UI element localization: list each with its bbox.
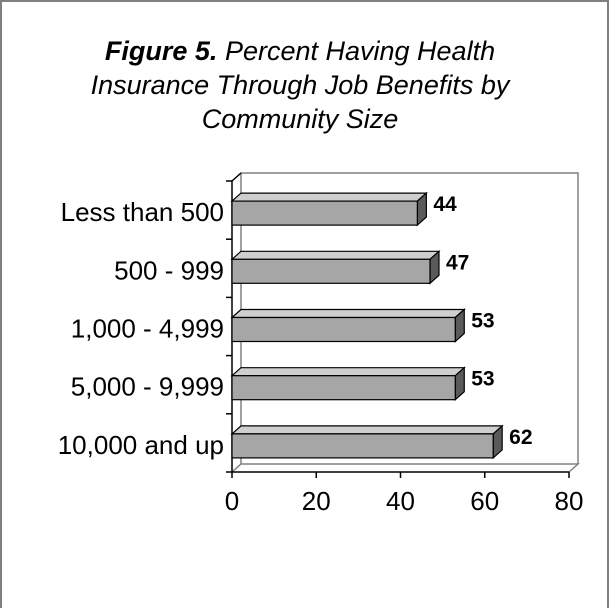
chart-axes: 0 20 40 60 80 <box>225 172 584 516</box>
data-label: 62 <box>509 426 532 449</box>
chart-title-lead: Figure 5. <box>104 36 218 66</box>
chart-labels: 44 Less than 500 47 500 - 999 53 1,000 - 4,99… <box>58 193 533 460</box>
data-label: 47 <box>446 251 469 274</box>
y-axis-top-edge <box>231 172 242 182</box>
bar <box>231 375 456 401</box>
x-tick-label: 60 <box>470 486 499 516</box>
data-label: 53 <box>471 310 494 333</box>
bar-top <box>230 250 441 260</box>
data-label: 44 <box>433 193 457 216</box>
category-label: 500 - 999 <box>114 255 224 285</box>
x-tick-label: 20 <box>302 486 331 516</box>
bar <box>231 433 494 459</box>
chart-bars <box>230 191 504 460</box>
category-label: Less than 500 <box>61 197 224 227</box>
x-tick-label: 80 <box>555 486 584 516</box>
bar-top <box>230 367 466 377</box>
bar <box>231 316 456 343</box>
bar-top <box>230 308 466 319</box>
bar <box>231 258 431 284</box>
bar <box>231 200 418 226</box>
category-label: 5,000 - 9,999 <box>71 372 224 402</box>
floor <box>231 463 580 473</box>
x-tick-label: 40 <box>386 486 415 516</box>
category-label: 1,000 - 4,999 <box>71 314 224 344</box>
x-tick-label: 0 <box>225 486 239 516</box>
chart-title: Figure 5. Percent Having Health Insuranc… <box>60 34 540 136</box>
data-label: 53 <box>471 368 494 391</box>
category-label: 10,000 and up <box>58 430 224 460</box>
bar-top <box>230 192 428 202</box>
bar-top <box>230 425 504 435</box>
chart-title-text: Percent Having Health Insurance Through … <box>90 36 510 134</box>
